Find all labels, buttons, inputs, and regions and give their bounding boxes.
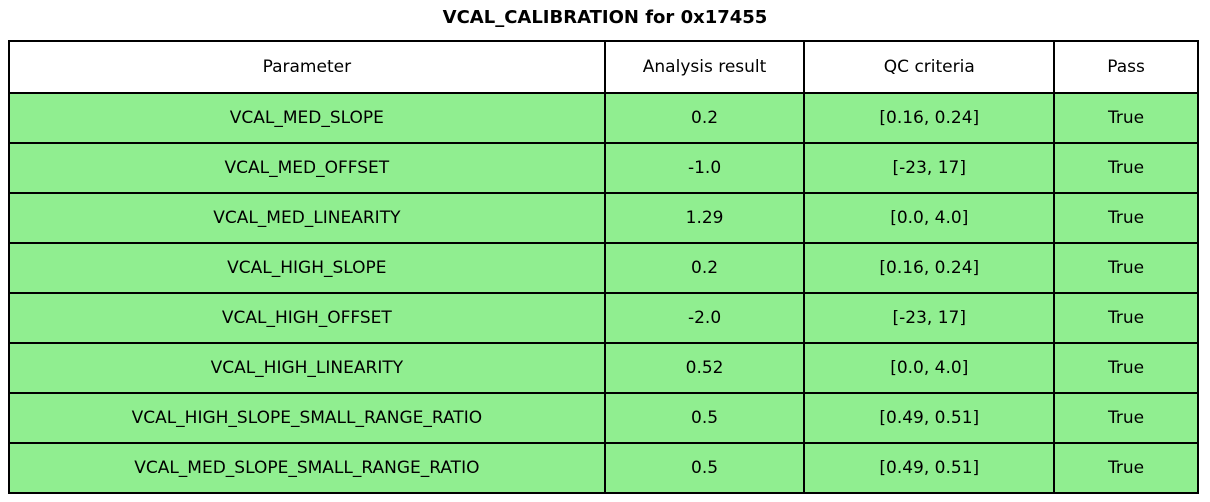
table-body: VCAL_MED_SLOPE 0.2 [0.16, 0.24] True VCA… [8, 92, 1199, 494]
cell-qc-criteria: [0.0, 4.0] [803, 342, 1056, 394]
cell-pass: True [1053, 342, 1199, 394]
cell-pass: True [1053, 92, 1199, 144]
cell-qc-criteria: [-23, 17] [803, 292, 1056, 344]
cell-pass: True [1053, 142, 1199, 194]
page-title: VCAL_CALIBRATION for 0x17455 [442, 7, 768, 28]
table-row: VCAL_HIGH_OFFSET -2.0 [-23, 17] True [8, 292, 1199, 344]
cell-parameter: VCAL_MED_SLOPE_SMALL_RANGE_RATIO [8, 442, 606, 494]
cell-qc-criteria: [0.49, 0.51] [803, 442, 1056, 494]
cell-parameter: VCAL_HIGH_SLOPE [8, 242, 606, 294]
cell-parameter: VCAL_HIGH_OFFSET [8, 292, 606, 344]
cell-qc-criteria: [-23, 17] [803, 142, 1056, 194]
cell-qc-criteria: [0.0, 4.0] [803, 192, 1056, 244]
cell-pass: True [1053, 292, 1199, 344]
table-header: Parameter Analysis result QC criteria Pa… [8, 40, 1199, 94]
cell-qc-criteria: [0.16, 0.24] [803, 92, 1056, 144]
cell-pass: True [1053, 392, 1199, 444]
cell-parameter: VCAL_HIGH_SLOPE_SMALL_RANGE_RATIO [8, 392, 606, 444]
cell-qc-criteria: [0.49, 0.51] [803, 392, 1056, 444]
table-row: VCAL_HIGH_SLOPE 0.2 [0.16, 0.24] True [8, 242, 1199, 294]
cell-pass: True [1053, 192, 1199, 244]
cell-parameter: VCAL_MED_SLOPE [8, 92, 606, 144]
cell-analysis-result: 0.5 [603, 442, 806, 494]
table-row: VCAL_MED_LINEARITY 1.29 [0.0, 4.0] True [8, 192, 1199, 244]
cell-pass: True [1053, 442, 1199, 494]
cell-parameter: VCAL_HIGH_LINEARITY [8, 342, 606, 394]
table-header-row: Parameter Analysis result QC criteria Pa… [8, 40, 1199, 94]
cell-pass: True [1053, 242, 1199, 294]
column-header-pass: Pass [1053, 40, 1199, 94]
table-row: VCAL_MED_SLOPE_SMALL_RANGE_RATIO 0.5 [0.… [8, 442, 1199, 494]
cell-analysis-result: 0.2 [603, 92, 806, 144]
table-row: VCAL_MED_OFFSET -1.0 [-23, 17] True [8, 142, 1199, 194]
table-row: VCAL_HIGH_LINEARITY 0.52 [0.0, 4.0] True [8, 342, 1199, 394]
column-header-parameter: Parameter [8, 40, 606, 94]
cell-analysis-result: 0.5 [603, 392, 806, 444]
cell-parameter: VCAL_MED_OFFSET [8, 142, 606, 194]
column-header-analysis-result: Analysis result [603, 40, 806, 94]
cell-analysis-result: 0.2 [603, 242, 806, 294]
table-row: VCAL_HIGH_SLOPE_SMALL_RANGE_RATIO 0.5 [0… [8, 392, 1199, 444]
cell-qc-criteria: [0.16, 0.24] [803, 242, 1056, 294]
cell-analysis-result: -2.0 [603, 292, 806, 344]
cell-analysis-result: 1.29 [603, 192, 806, 244]
column-header-qc-criteria: QC criteria [803, 40, 1056, 94]
cell-analysis-result: 0.52 [603, 342, 806, 394]
qc-results-table: Parameter Analysis result QC criteria Pa… [8, 40, 1199, 494]
table-row: VCAL_MED_SLOPE 0.2 [0.16, 0.24] True [8, 92, 1199, 144]
cell-parameter: VCAL_MED_LINEARITY [8, 192, 606, 244]
cell-analysis-result: -1.0 [603, 142, 806, 194]
